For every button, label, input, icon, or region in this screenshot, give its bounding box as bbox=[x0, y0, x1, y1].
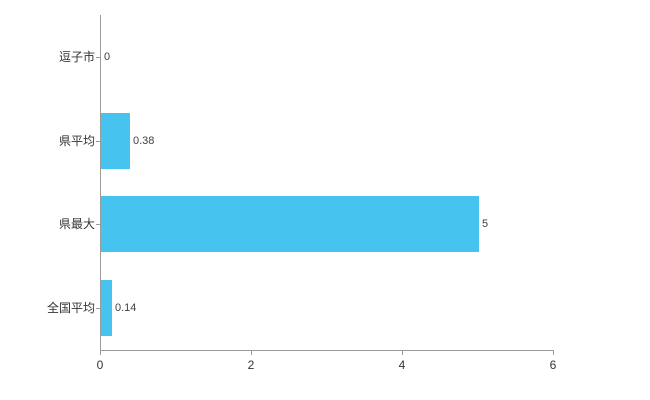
x-axis-tick bbox=[251, 351, 252, 355]
y-axis-tick bbox=[96, 224, 100, 226]
x-axis-tick bbox=[100, 351, 101, 355]
value-label: 5 bbox=[482, 218, 489, 231]
category-label: 逗子市 bbox=[58, 49, 95, 64]
category-label: 県平均 bbox=[58, 133, 95, 148]
value-label: 0.38 bbox=[133, 134, 155, 147]
x-axis-tick bbox=[553, 351, 554, 355]
x-tick-label: 2 bbox=[247, 358, 255, 372]
y-axis-line bbox=[100, 15, 101, 351]
y-axis-tick bbox=[96, 140, 100, 142]
x-tick-label: 0 bbox=[96, 358, 104, 372]
value-label: 0 bbox=[104, 50, 111, 63]
y-axis-tick bbox=[96, 56, 100, 58]
y-axis-tick bbox=[96, 308, 100, 310]
bar bbox=[101, 280, 112, 337]
x-tick-label: 4 bbox=[398, 358, 406, 372]
x-axis-line bbox=[100, 350, 554, 351]
bar bbox=[101, 112, 130, 169]
x-tick-label: 6 bbox=[549, 358, 557, 372]
category-label: 全国平均 bbox=[46, 301, 95, 316]
x-axis-tick bbox=[402, 351, 403, 355]
category-label: 県最大 bbox=[58, 217, 95, 232]
value-label: 0.14 bbox=[115, 302, 137, 315]
bar bbox=[101, 196, 479, 253]
